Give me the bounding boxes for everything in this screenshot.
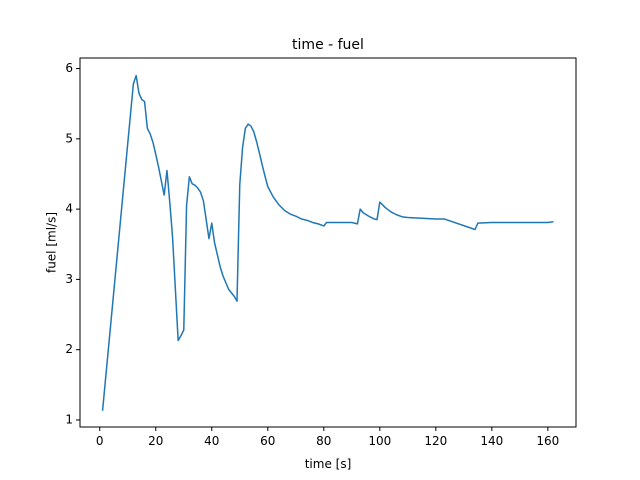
y-axis-ticks: 1 2 3 4 5 6 <box>65 61 80 426</box>
y-tick-label: 4 <box>65 202 73 216</box>
x-axis-label: time [s] <box>305 457 352 471</box>
x-tick-label: 60 <box>260 434 275 448</box>
y-tick-label: 5 <box>65 131 73 145</box>
y-tick-label: 6 <box>65 61 73 75</box>
fuel-series-line <box>101 74 554 411</box>
x-tick-label: 140 <box>480 434 503 448</box>
chart-title: time - fuel <box>292 37 364 53</box>
x-tick-label: 20 <box>148 434 163 448</box>
x-tick-label: 0 <box>96 434 104 448</box>
x-tick-label: 40 <box>204 434 219 448</box>
plot-area <box>101 74 554 411</box>
plot-frame <box>79 57 577 428</box>
x-tick-label: 80 <box>316 434 331 448</box>
y-tick-label: 2 <box>65 342 73 356</box>
y-tick-label: 1 <box>65 412 73 426</box>
x-axis-ticks: 0 20 40 60 80 100 120 140 160 <box>96 427 559 448</box>
x-tick-label: 100 <box>368 434 391 448</box>
y-tick-label: 3 <box>65 272 73 286</box>
x-tick-label: 160 <box>536 434 559 448</box>
y-axis-label: fuel [ml/s] <box>45 212 59 273</box>
x-tick-label: 120 <box>424 434 447 448</box>
